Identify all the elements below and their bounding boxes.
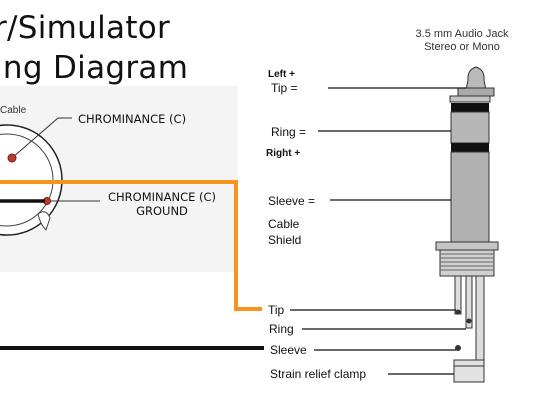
chrominance-pointer-line	[11, 117, 59, 159]
chrominance-pin	[7, 153, 17, 163]
jack-title-line-2: Stereo or Mono	[424, 41, 500, 53]
jack-title: 3.5 mm Audio Jack Stereo or Mono	[398, 28, 526, 54]
jack-ring-terminal	[465, 275, 473, 329]
ground-label-line-2: GROUND	[136, 204, 188, 218]
sleeve-solder-point	[455, 345, 461, 351]
jack-insulator-1	[451, 103, 489, 112]
orange-wire	[0, 180, 262, 311]
jack-title-line-1: 3.5 mm Audio Jack	[415, 28, 509, 40]
sleeve-terminal-label: Sleeve	[270, 343, 307, 357]
right-plus-label: Right +	[266, 148, 301, 159]
jack-tip-neck	[457, 87, 495, 97]
cable-word: Cable	[268, 217, 300, 231]
title-line-1: r/Simulator	[0, 10, 171, 46]
jack-pointer-lines	[290, 87, 466, 375]
jack-ring	[450, 111, 490, 144]
tip-solder-point	[455, 309, 461, 315]
strain-relief-label: Strain relief clamp	[270, 367, 367, 381]
jack-strain-clamp	[453, 359, 485, 383]
jack-thread-lines	[440, 253, 494, 271]
ring-eq-label: Ring =	[271, 125, 307, 139]
chrominance-label: CHROMINANCE (C)	[78, 112, 187, 126]
jack-collar	[435, 241, 499, 251]
tip-eq-label: Tip =	[271, 81, 298, 95]
cable-shield-label: Cable Shield	[268, 216, 301, 248]
tip-terminal-label: Tip	[268, 303, 285, 317]
jack-tip	[465, 66, 487, 91]
audio-jack	[435, 66, 499, 383]
left-plus-label: Left +	[268, 69, 295, 80]
ring-solder-point	[466, 318, 472, 324]
connector-key-notch	[37, 211, 51, 231]
ring-terminal-label: Ring	[269, 322, 294, 336]
jack-tip-terminal	[454, 275, 462, 315]
ground-label-line-1: CHROMINANCE (C)	[107, 190, 217, 204]
chrominance-ground-label: CHROMINANCE (C) GROUND	[104, 190, 220, 218]
jack-tip-body	[449, 95, 491, 103]
title-line-2: ing Diagram	[0, 50, 189, 86]
shield-word: Shield	[268, 233, 302, 247]
sleeve-eq-label: Sleeve =	[268, 194, 316, 208]
jack-sleeve	[450, 151, 490, 243]
jack-insulator-2	[451, 143, 489, 152]
cable-label: Cable	[0, 105, 27, 116]
